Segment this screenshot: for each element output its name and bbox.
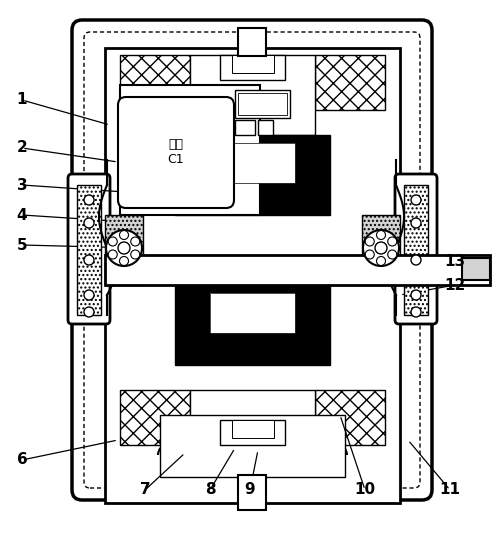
- Text: 8: 8: [205, 483, 215, 498]
- Bar: [190, 55, 315, 135]
- Bar: [220, 420, 285, 445]
- Circle shape: [119, 230, 129, 239]
- Text: 7: 7: [140, 483, 150, 498]
- Text: 9: 9: [244, 483, 256, 498]
- Bar: [175, 285, 330, 365]
- Bar: [160, 415, 345, 477]
- Text: 电容
C1: 电容 C1: [168, 138, 184, 166]
- Circle shape: [106, 230, 142, 266]
- Bar: [120, 55, 190, 110]
- Circle shape: [365, 237, 374, 246]
- Bar: [235, 120, 255, 135]
- Bar: [362, 215, 400, 285]
- Bar: [238, 475, 266, 510]
- Bar: [105, 48, 400, 503]
- Bar: [175, 135, 330, 215]
- Circle shape: [108, 237, 117, 246]
- Bar: [235, 90, 290, 118]
- Text: 3: 3: [17, 178, 27, 193]
- Circle shape: [375, 242, 387, 254]
- Circle shape: [131, 250, 140, 259]
- FancyBboxPatch shape: [395, 174, 437, 324]
- Circle shape: [411, 290, 421, 300]
- Circle shape: [388, 250, 397, 259]
- Bar: [190, 390, 315, 470]
- Bar: [315, 55, 385, 110]
- Bar: [210, 143, 295, 183]
- Bar: [462, 258, 490, 280]
- Circle shape: [84, 255, 94, 265]
- Text: 4: 4: [17, 208, 27, 223]
- Circle shape: [363, 230, 399, 266]
- Circle shape: [365, 250, 374, 259]
- Text: 5: 5: [17, 237, 27, 252]
- Circle shape: [411, 307, 421, 317]
- Bar: [210, 293, 295, 333]
- Circle shape: [84, 290, 94, 300]
- Bar: [77, 185, 101, 315]
- Bar: [210, 293, 295, 333]
- Text: 11: 11: [439, 483, 461, 498]
- Bar: [105, 255, 490, 285]
- Bar: [105, 215, 143, 285]
- Bar: [258, 120, 273, 135]
- FancyBboxPatch shape: [72, 20, 432, 500]
- Bar: [120, 135, 172, 185]
- Circle shape: [118, 242, 130, 254]
- Text: 2: 2: [17, 140, 27, 155]
- Text: 12: 12: [445, 278, 466, 293]
- Circle shape: [376, 230, 386, 239]
- FancyBboxPatch shape: [68, 174, 110, 324]
- Bar: [210, 143, 295, 183]
- Circle shape: [84, 307, 94, 317]
- FancyBboxPatch shape: [118, 97, 234, 208]
- Circle shape: [84, 218, 94, 228]
- Circle shape: [119, 257, 129, 265]
- Bar: [120, 85, 260, 215]
- Text: 13: 13: [445, 254, 466, 270]
- Text: 10: 10: [354, 483, 375, 498]
- Circle shape: [411, 255, 421, 265]
- Bar: [220, 55, 285, 80]
- Circle shape: [388, 237, 397, 246]
- Circle shape: [131, 237, 140, 246]
- Text: 6: 6: [17, 452, 27, 468]
- Bar: [232, 55, 274, 73]
- Bar: [238, 28, 266, 56]
- Bar: [238, 93, 287, 115]
- Circle shape: [84, 195, 94, 205]
- Circle shape: [108, 250, 117, 259]
- Bar: [232, 420, 274, 438]
- Circle shape: [411, 195, 421, 205]
- Text: 1: 1: [17, 93, 27, 108]
- Bar: [404, 185, 428, 315]
- Circle shape: [411, 218, 421, 228]
- Bar: [120, 390, 190, 445]
- Bar: [315, 390, 385, 445]
- Circle shape: [376, 257, 386, 265]
